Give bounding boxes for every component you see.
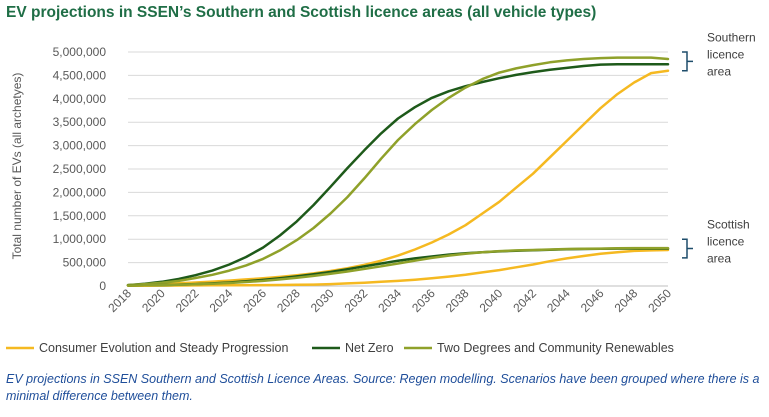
x-tick-label: 2042 [510, 286, 539, 315]
x-tick-label: 2036 [409, 286, 438, 315]
y-tick-label: 4,500,000 [53, 68, 107, 82]
y-tick-label: 3,500,000 [53, 115, 107, 129]
gridlines [128, 51, 668, 264]
x-tick-label: 2044 [544, 286, 573, 315]
annotation-label: area [707, 252, 731, 266]
annotation-label: licence [707, 47, 745, 61]
legend-label: Two Degrees and Community Renewables [437, 341, 674, 355]
y-axis-tick-labels: 0 500,000 1,000,000 1,500,000 2,000,000 2,500… [53, 45, 107, 293]
x-tick-label: 2040 [477, 286, 506, 315]
x-tick-label: 2048 [612, 286, 641, 315]
annotation-label: Scottish [707, 218, 750, 232]
series-line-two-degrees-and-community-renewables-southern [126, 56, 670, 287]
x-tick-label: 2020 [139, 286, 168, 315]
x-tick-label: 2024 [207, 286, 236, 315]
x-tick-label: 2046 [578, 286, 607, 315]
x-tick-label: 2018 [105, 286, 134, 315]
figure-caption: EV projections in SSEN Southern and Scot… [6, 372, 760, 403]
x-tick-label: 2050 [645, 286, 674, 315]
y-tick-label: 500,000 [63, 256, 107, 270]
bracket [682, 51, 693, 72]
y-tick-label: 2,500,000 [53, 162, 107, 176]
legend-label: Consumer Evolution and Steady Progressio… [39, 341, 288, 355]
y-tick-label: 5,000,000 [53, 45, 107, 59]
x-axis-tick-labels: 2018 2020 2022 2024 2026 2028 2030 2032 2034 2036… [105, 286, 674, 315]
x-tick-label: 2034 [375, 286, 404, 315]
y-tick-label: 1,000,000 [53, 232, 107, 246]
legend-label: Net Zero [345, 341, 394, 355]
x-tick-label: 2032 [342, 286, 371, 315]
x-tick-label: 2028 [274, 286, 303, 315]
legend: Consumer Evolution and Steady Progressio… [6, 341, 674, 355]
y-tick-label: 4,000,000 [53, 92, 107, 106]
chart-title: EV projections in SSEN’s Southern and Sc… [6, 4, 597, 21]
x-tick-label: 2038 [443, 286, 472, 315]
area-annotations: Southern licence area Scottish licence area [682, 30, 756, 266]
annotation-label: area [707, 64, 731, 78]
series-line-consumer-evolution-and-steady-progression-scottish [126, 248, 670, 288]
x-tick-label: 2030 [308, 286, 337, 315]
series-line-two-degrees-and-community-renewables-scottish [126, 246, 670, 287]
y-tick-label: 1,500,000 [53, 209, 107, 223]
y-tick-label: 2,000,000 [53, 185, 107, 199]
series-line-consumer-evolution-and-steady-progression-southern [126, 69, 670, 287]
y-tick-label: 3,000,000 [53, 139, 107, 153]
annotation-label: licence [707, 235, 745, 249]
y-axis-label: Total number of EVs (all archetyes) [10, 73, 24, 260]
series-line-net-zero-southern [126, 62, 670, 287]
x-tick-label: 2022 [173, 286, 202, 315]
bracket [682, 238, 693, 259]
x-tick-label: 2026 [240, 286, 269, 315]
series-lines [126, 56, 670, 288]
y-tick-label: 0 [99, 279, 106, 293]
annotation-label: Southern [707, 30, 756, 44]
